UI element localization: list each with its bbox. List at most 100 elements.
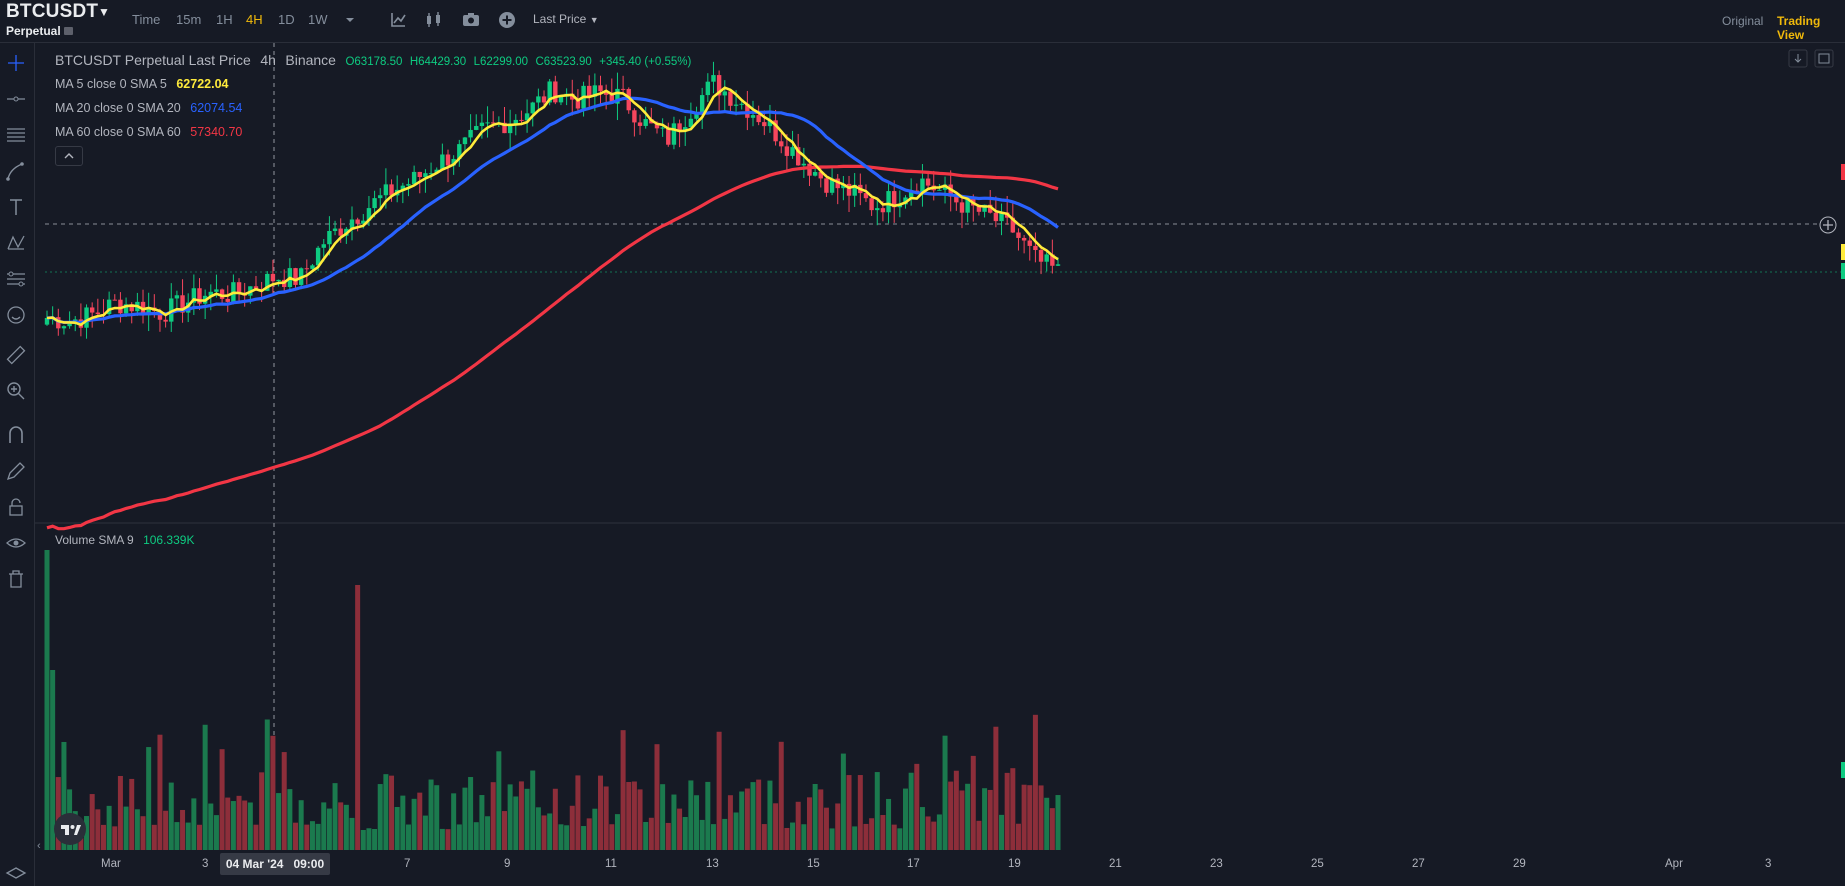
volume-bar (417, 792, 423, 850)
candle-body (513, 119, 518, 124)
add-icon[interactable] (497, 10, 517, 30)
candle-body (711, 75, 716, 82)
lock-icon[interactable] (4, 495, 28, 519)
volume-bar (236, 795, 242, 850)
fib-icon[interactable] (4, 267, 28, 291)
fullscreen-button[interactable] (1814, 49, 1834, 68)
view-original-button[interactable]: Original (1722, 14, 1764, 28)
volume-bar (970, 755, 976, 850)
layers-icon[interactable] (4, 863, 28, 886)
legend-exchange: Binance (285, 52, 336, 68)
candle-body (677, 123, 682, 132)
horizontal-line-icon[interactable] (4, 87, 28, 111)
volume-bar (180, 809, 186, 850)
tab-1h[interactable]: 1H (216, 12, 233, 27)
time-axis-label: 21 (1109, 858, 1122, 870)
scroll-down-button[interactable] (1788, 49, 1808, 68)
volume-bar (264, 719, 270, 850)
channel-icon[interactable] (4, 123, 28, 147)
volume-bar (1044, 797, 1050, 850)
tradingview-logo[interactable] (54, 813, 86, 845)
pencil-lock-icon[interactable] (4, 459, 28, 483)
chevron-down-icon[interactable] (340, 10, 360, 30)
view-tradingview-button[interactable]: Trading View (1777, 14, 1821, 42)
volume-bar (874, 772, 880, 850)
volume-bar (643, 821, 649, 850)
volume-bar (134, 809, 140, 850)
magnet-icon[interactable] (4, 423, 28, 447)
tab-4h[interactable]: 4H (246, 12, 263, 27)
price-chart[interactable] (35, 43, 1845, 886)
candle-body (654, 123, 660, 129)
volume-bar (259, 772, 265, 850)
legend-volume[interactable]: Volume SMA 9 106.339K (55, 533, 194, 547)
candle-body (824, 178, 829, 193)
candle-body (502, 122, 507, 134)
candle-body (892, 191, 897, 208)
legend-collapse-button[interactable] (55, 146, 83, 166)
candle-body (270, 273, 276, 282)
indicators-icon[interactable] (388, 10, 408, 30)
volume-bar (581, 826, 587, 850)
volume-bar (806, 797, 812, 850)
volume-bar (501, 811, 507, 850)
camera-icon[interactable] (461, 10, 481, 30)
volume-bar (112, 826, 118, 850)
volume-bar (547, 813, 553, 850)
candle-body (1055, 264, 1061, 266)
candle-body (1038, 250, 1044, 262)
candle-body (61, 326, 67, 329)
price-type-select[interactable]: Last Price ▼ (533, 12, 599, 26)
volume-bar (428, 779, 434, 850)
text-icon[interactable] (4, 195, 28, 219)
ruler-icon[interactable] (4, 343, 28, 367)
symbol-dropdown-icon[interactable]: ▼ (98, 5, 110, 19)
volume-bar (355, 585, 361, 850)
volume-bar (191, 798, 197, 850)
chart-type-icon[interactable] (424, 10, 444, 30)
volume-bar (710, 824, 716, 850)
volume-bar (750, 782, 756, 850)
candle-body (705, 81, 711, 96)
tab-1d[interactable]: 1D (278, 12, 295, 27)
trash-icon[interactable] (4, 567, 28, 591)
volume-bar (55, 777, 61, 850)
candle-body (908, 190, 914, 198)
volume-bar (434, 785, 440, 850)
volume-bar (372, 828, 378, 850)
candle-body (773, 120, 778, 142)
tab-1w[interactable]: 1W (308, 12, 328, 27)
pattern-icon[interactable] (4, 231, 28, 255)
candle-body (236, 282, 242, 293)
eye-icon[interactable] (4, 531, 28, 555)
candle-body (338, 228, 343, 236)
candle-body (632, 110, 637, 123)
candle-body (191, 288, 197, 303)
symbol-name[interactable]: BTCUSDT (6, 1, 99, 22)
legend-ma5[interactable]: MA 5 close 0 SMA 5 62722.04 (55, 77, 228, 91)
volume-bar (326, 808, 332, 850)
time-axis-label: 23 (1210, 858, 1223, 870)
contract-info-icon[interactable] (64, 27, 73, 35)
time-axis-label: 29 (1513, 858, 1526, 870)
scroll-left-icon[interactable]: ‹ (37, 840, 41, 852)
volume-value: 106.339K (143, 533, 195, 547)
candle-body (807, 163, 812, 176)
brush-icon[interactable] (4, 159, 28, 183)
time-axis-label: 3 (1765, 858, 1772, 870)
tab-15m[interactable]: 15m (176, 12, 202, 27)
legend-ma20[interactable]: MA 20 close 0 SMA 20 62074.54 (55, 101, 242, 115)
candle-body (174, 295, 180, 299)
candle-body (304, 268, 310, 270)
zoom-icon[interactable] (4, 379, 28, 403)
candle-body (937, 189, 942, 191)
crosshair-icon[interactable] (4, 51, 28, 75)
volume-bar (1015, 823, 1021, 850)
volume-bar (293, 822, 299, 850)
tab-time[interactable]: Time (132, 12, 161, 27)
legend-ma60[interactable]: MA 60 close 0 SMA 60 57340.70 (55, 125, 242, 139)
candle-body (327, 230, 332, 245)
ma5-line (46, 86, 1059, 327)
emoji-icon[interactable] (4, 303, 28, 327)
add-alert-button[interactable] (1819, 216, 1837, 234)
